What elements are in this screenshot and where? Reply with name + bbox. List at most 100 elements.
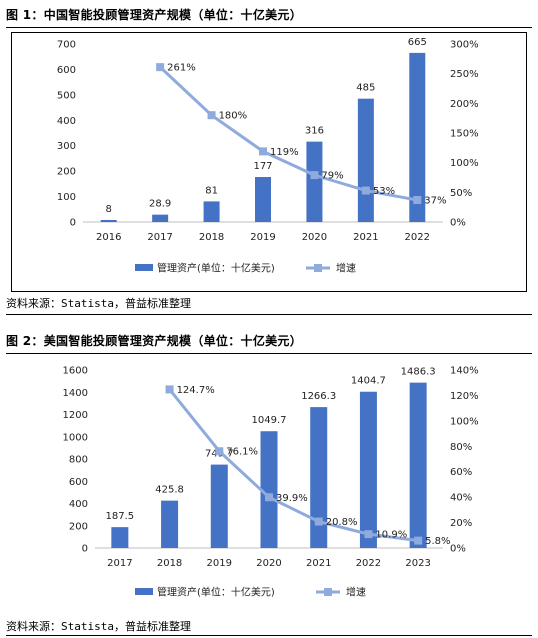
fig1-growth-point — [207, 111, 216, 120]
fig1-bar — [409, 52, 426, 223]
fig2-right-tick-label: 120% — [450, 391, 479, 402]
fig2-right-tick-label: 0% — [450, 544, 466, 555]
fig2-left-tick-label: 0 — [82, 544, 88, 555]
fig1-growth-point — [259, 147, 267, 156]
fig1-right-tick-label: 50% — [450, 188, 472, 199]
fig1-right-tick-label: 300% — [450, 40, 479, 51]
fig2-growth-point — [364, 530, 373, 539]
fig2-bar — [260, 431, 278, 548]
fig1-category-label: 2017 — [147, 232, 172, 243]
fig2-growth-value-label: 20.8% — [326, 517, 358, 528]
fig1-growth-value-label: 37% — [424, 196, 446, 207]
fig1-left-tick-label: 200 — [57, 167, 76, 178]
fig1-bar — [203, 201, 220, 222]
fig2-right-tick-label: 80% — [450, 442, 472, 453]
fig1-left-tick-label: 400 — [57, 116, 76, 127]
fig2-right-tick-label: 140% — [450, 366, 479, 377]
fig1-category-label: 2022 — [405, 232, 430, 243]
fig1-growth-value-label: 53% — [373, 186, 395, 197]
fig1-category-label: 2019 — [250, 232, 275, 243]
fig2-growth-line — [168, 388, 419, 543]
fig1-growth-point — [361, 186, 370, 195]
fig1-right-tick-label: 200% — [450, 99, 479, 110]
fig1-category-label: 2021 — [353, 232, 378, 243]
fig1-growth-value-label: 180% — [219, 111, 248, 122]
fig2-category-label: 2017 — [107, 558, 132, 569]
fig1-left-tick-label: 300 — [57, 141, 76, 152]
fig2-left-tick-label: 1600 — [63, 366, 88, 377]
fig1-left-tick-label: 0 — [70, 218, 76, 229]
fig2-right-tick-label: 60% — [450, 467, 472, 478]
fig1-growth-line — [159, 66, 418, 202]
fig2-bar-value-label: 1404.7 — [351, 376, 386, 387]
fig2-left-tick-label: 600 — [69, 477, 88, 488]
fig2-right-tick-label: 40% — [450, 493, 472, 504]
fig2-left-tick-label: 1400 — [63, 388, 88, 399]
fig2-left-tick-label: 1000 — [63, 432, 88, 443]
fig2-left-tick-label: 800 — [69, 455, 88, 466]
fig1-left-tick-label: 600 — [57, 65, 76, 76]
fig2-category-label: 2019 — [207, 558, 232, 569]
fig1-right-tick-label: 250% — [450, 69, 479, 80]
figure2-title: 图 2：美国智能投顾管理资产规模（单位：十亿美元） — [6, 334, 303, 348]
fig1-growth-value-label: 119% — [270, 147, 299, 158]
fig1-left-tick-label: 500 — [57, 90, 76, 101]
fig2-growth-point — [165, 385, 174, 394]
fig1-legend-bar-swatch — [135, 264, 153, 271]
figure2-bottom-rule — [6, 635, 532, 636]
fig1-bar-value-label: 28.9 — [149, 199, 171, 210]
fig1-bar — [152, 214, 169, 222]
fig1-growth-value-label: 261% — [167, 63, 196, 74]
fig2-growth-value-label: 76.1% — [226, 447, 258, 458]
fig1-category-label: 2018 — [199, 232, 224, 243]
fig1-bar — [100, 219, 117, 222]
fig2-category-label: 2023 — [405, 558, 430, 569]
figure1-bottom-rule — [6, 314, 532, 315]
fig1-bar-value-label: 665 — [408, 37, 427, 48]
fig2-bar-value-label: 425.8 — [155, 485, 184, 496]
figure1-chart-frame — [11, 32, 527, 292]
fig2-left-tick-label: 200 — [69, 521, 88, 532]
fig2-growth-point — [265, 493, 273, 502]
fig2-growth-value-label: 39.9% — [276, 493, 308, 504]
fig2-bar — [409, 382, 427, 548]
fig1-growth-point — [413, 196, 422, 205]
fig1-category-label: 2016 — [96, 232, 121, 243]
fig2-growth-value-label: 10.9% — [375, 530, 407, 541]
fig2-right-tick-label: 20% — [450, 518, 472, 529]
fig2-bar-value-label: 187.5 — [106, 511, 135, 522]
fig1-bar — [255, 176, 271, 222]
fig1-bar-value-label: 81 — [205, 185, 218, 196]
fig2-growth-value-label: 5.8% — [425, 536, 450, 547]
fig1-growth-point — [310, 171, 319, 180]
fig2-growth-point — [215, 447, 224, 456]
fig2-legend-line-marker — [324, 588, 332, 596]
figure1-source: 资料来源：Statista，普益标准整理 — [6, 297, 191, 310]
fig1-legend-line-marker — [314, 264, 322, 272]
fig2-legend-bar-label: 管理资产(单位：十亿美元) — [157, 586, 275, 599]
fig2-bar-value-label: 1486.3 — [401, 367, 436, 378]
fig1-legend-bar-label: 管理资产(单位：十亿美元) — [157, 262, 275, 275]
fig2-bar-value-label: 1049.7 — [252, 415, 287, 426]
fig2-legend-line-label: 增速 — [346, 586, 366, 599]
figure2-title-rule — [6, 353, 532, 354]
fig2-growth-point — [414, 536, 423, 545]
fig2-bar-value-label: 1266.3 — [301, 391, 336, 402]
fig2-category-label: 2020 — [256, 558, 281, 569]
figure1-title-rule — [6, 27, 532, 28]
fig1-bar-value-label: 316 — [305, 126, 324, 137]
fig2-bar — [310, 407, 328, 548]
fig1-category-label: 2020 — [302, 232, 327, 243]
fig2-category-label: 2018 — [157, 558, 182, 569]
fig2-category-label: 2022 — [356, 558, 381, 569]
fig1-bar-value-label: 485 — [356, 83, 375, 94]
fig1-bar-value-label: 177 — [253, 161, 272, 172]
fig2-bar — [210, 464, 228, 548]
figure2-source: 资料来源：Statista，普益标准整理 — [6, 620, 191, 633]
fig1-growth-value-label: 79% — [321, 171, 343, 182]
figure1-title: 图 1：中国智能投顾管理资产规模（单位：十亿美元） — [6, 8, 303, 22]
fig2-left-tick-label: 400 — [69, 499, 88, 510]
fig2-right-tick-label: 100% — [450, 416, 479, 427]
fig1-right-tick-label: 0% — [450, 218, 466, 229]
